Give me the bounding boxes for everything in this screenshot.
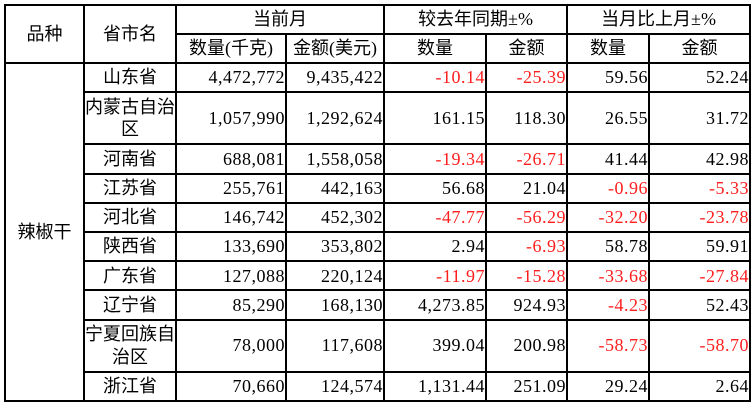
quantity-cell: 70,660 — [175, 370, 287, 403]
yoy-amount-cell: 251.09 — [485, 370, 568, 403]
province-cell: 宁夏回族自治区 — [83, 318, 177, 373]
amount-cell: 1,292,624 — [285, 91, 385, 146]
yoy-amount-cell: 118.30 — [485, 91, 568, 146]
quantity-cell: 78,000 — [175, 318, 287, 373]
header-current-month: 当前月 — [175, 4, 385, 35]
amount-cell: 124,574 — [285, 370, 385, 403]
mom-quantity-cell: -32.20 — [566, 201, 650, 233]
amount-cell: 9,435,422 — [285, 61, 385, 94]
yoy-amount-cell: -15.28 — [485, 260, 568, 292]
quantity-cell: 133,690 — [175, 230, 287, 263]
table-row: 浙江省 70,660 124,574 1,131.44 251.09 29.24… — [5, 370, 751, 403]
mom-quantity-cell: 29.24 — [566, 370, 650, 403]
mom-amount-cell: -27.84 — [648, 260, 751, 292]
amount-cell: 1,558,058 — [285, 143, 385, 175]
quantity-cell: 146,742 — [175, 201, 287, 233]
amount-cell: 117,608 — [285, 318, 385, 373]
mom-quantity-cell: -4.23 — [566, 289, 650, 321]
mom-quantity-cell: 41.44 — [566, 143, 650, 175]
mom-amount-cell: -23.78 — [648, 201, 751, 233]
header-row-groups: 品种 省市名 当前月 较去年同期±% 当月比上月±% — [4, 4, 751, 64]
province-cell: 河北省 — [83, 201, 177, 233]
table-row: 陕西省 133,690 353,802 2.94 -6.93 58.78 59.… — [5, 230, 751, 263]
province-cell: 陕西省 — [83, 230, 177, 263]
mom-amount-cell: 2.64 — [648, 370, 751, 403]
table-row: 江苏省 255,761 442,163 56.68 21.04 -0.96 -5… — [5, 172, 751, 204]
yoy-quantity-cell: -11.97 — [383, 260, 487, 292]
header-yoy-amount: 金额 — [485, 33, 568, 64]
yoy-quantity-cell: 1,131.44 — [383, 370, 487, 403]
province-cell: 江苏省 — [83, 172, 177, 204]
header-amount-usd: 金额(美元) — [285, 33, 385, 64]
yoy-amount-cell: -25.39 — [485, 61, 568, 94]
yoy-quantity-cell: -10.14 — [383, 61, 487, 94]
province-cell: 山东省 — [83, 61, 177, 94]
header-mom-amount: 金额 — [648, 33, 751, 64]
province-cell: 广东省 — [83, 260, 177, 292]
yoy-quantity-cell: -47.77 — [383, 201, 487, 233]
quantity-cell: 255,761 — [175, 172, 287, 204]
table-row: 广东省 127,088 220,124 -11.97 -15.28 -33.68… — [5, 260, 751, 292]
table-row: 河北省 146,742 452,302 -47.77 -56.29 -32.20… — [5, 201, 751, 233]
quantity-cell: 1,057,990 — [175, 91, 287, 146]
quantity-cell: 127,088 — [175, 260, 287, 292]
mom-quantity-cell: 26.55 — [566, 91, 650, 146]
mom-quantity-cell: -0.96 — [566, 172, 650, 204]
yoy-quantity-cell: 399.04 — [383, 318, 487, 373]
mom-amount-cell: 52.24 — [648, 61, 751, 94]
mom-quantity-cell: 58.78 — [566, 230, 650, 263]
mom-amount-cell: 42.98 — [648, 143, 751, 175]
header-mom-change: 当月比上月±% — [566, 4, 751, 35]
table-row: 辣椒干 山东省 4,472,772 9,435,422 -10.14 -25.3… — [4, 61, 751, 402]
mom-quantity-cell: -58.73 — [566, 318, 650, 373]
amount-cell: 442,163 — [285, 172, 385, 204]
header-quantity-kg: 数量(千克) — [175, 33, 287, 64]
mom-quantity-cell: 59.56 — [566, 61, 650, 94]
yoy-quantity-cell: 56.68 — [383, 172, 487, 204]
table-row: 内蒙古自治区 1,057,990 1,292,624 161.15 118.30… — [5, 91, 751, 146]
quantity-cell: 85,290 — [175, 289, 287, 321]
header-yoy-quantity: 数量 — [383, 33, 487, 64]
province-cell: 辽宁省 — [83, 289, 177, 321]
header-province: 省市名 — [83, 4, 177, 64]
mom-amount-cell: 31.72 — [648, 91, 751, 146]
province-cell: 浙江省 — [83, 370, 177, 403]
mom-amount-cell: -5.33 — [648, 172, 751, 204]
yoy-amount-cell: 21.04 — [485, 172, 568, 204]
yoy-quantity-cell: 161.15 — [383, 91, 487, 146]
variety-cell: 辣椒干 — [4, 62, 85, 402]
table-row: 河南省 688,081 1,558,058 -19.34 -26.71 41.4… — [5, 143, 751, 175]
quantity-cell: 688,081 — [175, 143, 287, 175]
table-row: 宁夏回族自治区 78,000 117,608 399.04 200.98 -58… — [5, 318, 751, 373]
mom-amount-cell: -58.70 — [648, 318, 751, 373]
mom-amount-cell: 52.43 — [648, 289, 751, 321]
amount-cell: 353,802 — [285, 230, 385, 263]
mom-quantity-cell: -33.68 — [566, 260, 650, 292]
province-cell: 内蒙古自治区 — [83, 91, 177, 146]
yoy-quantity-cell: -19.34 — [383, 143, 487, 175]
header-yoy-change: 较去年同期±% — [383, 4, 568, 35]
yoy-quantity-cell: 2.94 — [383, 230, 487, 263]
yoy-amount-cell: -6.93 — [485, 230, 568, 263]
header-row-subcolumns: 数量(千克) 金额(美元) 数量 金额 数量 金额 — [5, 33, 751, 64]
yoy-amount-cell: -26.71 — [485, 143, 568, 175]
yoy-amount-cell: 200.98 — [485, 318, 568, 373]
amount-cell: 168,130 — [285, 289, 385, 321]
yoy-amount-cell: -56.29 — [485, 201, 568, 233]
yoy-quantity-cell: 4,273.85 — [383, 289, 487, 321]
header-mom-quantity: 数量 — [566, 33, 650, 64]
amount-cell: 452,302 — [285, 201, 385, 233]
yoy-amount-cell: 924.93 — [485, 289, 568, 321]
province-cell: 河南省 — [83, 143, 177, 175]
table-row: 辽宁省 85,290 168,130 4,273.85 924.93 -4.23… — [5, 289, 751, 321]
amount-cell: 220,124 — [285, 260, 385, 292]
header-variety: 品种 — [4, 4, 85, 64]
quantity-cell: 4,472,772 — [175, 61, 287, 94]
mom-amount-cell: 59.91 — [648, 230, 751, 263]
export-stats-table: 品种 省市名 当前月 较去年同期±% 当月比上月±% 数量(千克) 金额(美元)… — [4, 4, 751, 403]
